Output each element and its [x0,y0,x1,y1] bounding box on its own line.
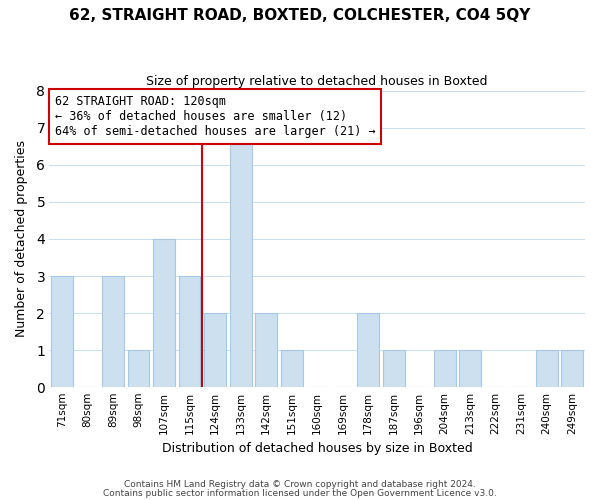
Bar [460,350,481,388]
Bar [358,313,379,388]
Bar [154,239,175,388]
Bar [128,350,149,388]
Text: Contains HM Land Registry data © Crown copyright and database right 2024.: Contains HM Land Registry data © Crown c… [124,480,476,489]
Bar [230,128,251,388]
Bar [434,350,455,388]
X-axis label: Distribution of detached houses by size in Boxted: Distribution of detached houses by size … [162,442,473,455]
Bar [51,276,73,388]
Bar [205,313,226,388]
Bar [281,350,302,388]
Bar [536,350,557,388]
Bar [562,350,583,388]
Bar [102,276,124,388]
Text: 62, STRAIGHT ROAD, BOXTED, COLCHESTER, CO4 5QY: 62, STRAIGHT ROAD, BOXTED, COLCHESTER, C… [70,8,530,22]
Title: Size of property relative to detached houses in Boxted: Size of property relative to detached ho… [146,75,488,88]
Text: 62 STRAIGHT ROAD: 120sqm
← 36% of detached houses are smaller (12)
64% of semi-d: 62 STRAIGHT ROAD: 120sqm ← 36% of detach… [55,95,376,138]
Bar [256,313,277,388]
Y-axis label: Number of detached properties: Number of detached properties [15,140,28,338]
Bar [179,276,200,388]
Bar [383,350,404,388]
Text: Contains public sector information licensed under the Open Government Licence v3: Contains public sector information licen… [103,488,497,498]
